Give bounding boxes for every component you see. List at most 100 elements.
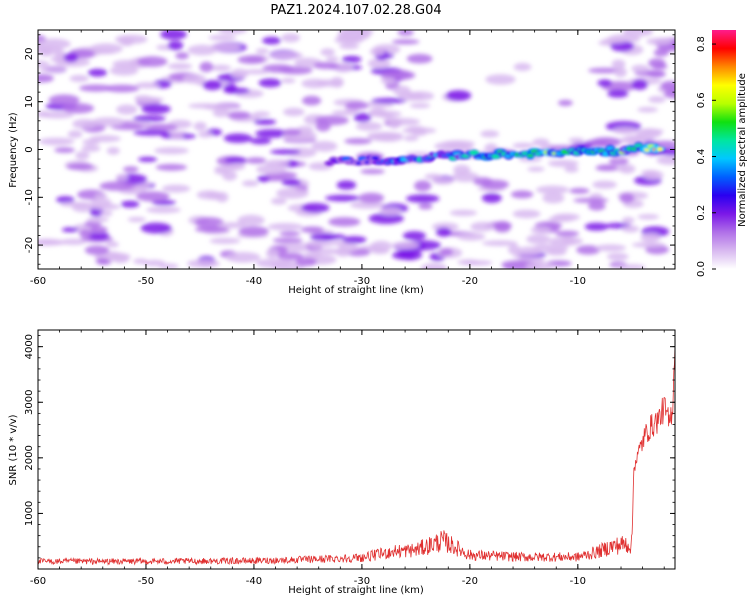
heatmap-noise-cell bbox=[405, 194, 440, 203]
heatmap-noise-cell bbox=[217, 222, 247, 229]
heatmap-noise-cell bbox=[223, 133, 253, 143]
heatmap-noise-cell bbox=[55, 58, 91, 67]
heatmap-noise-cell bbox=[406, 125, 427, 134]
heatmap-noise-cell bbox=[276, 187, 309, 199]
heatmap-noise-cell bbox=[526, 234, 551, 245]
heatmap-noise-cell bbox=[569, 187, 590, 194]
heatmap-noise-cell bbox=[592, 180, 617, 189]
heatmap-noise-cell bbox=[456, 232, 486, 241]
heatmap-noise-cell bbox=[576, 245, 601, 255]
colorbar-label: Normalized spectral amplitude bbox=[737, 73, 748, 227]
heatmap-noise-cell bbox=[104, 84, 140, 93]
heatmap-noise-cell bbox=[54, 147, 75, 153]
heatmap-noise-cell bbox=[397, 91, 425, 101]
heatmap-noise-cell bbox=[646, 37, 673, 46]
heatmap-noise-cell bbox=[568, 137, 585, 144]
heatmap-noise-cell bbox=[40, 111, 74, 119]
heatmap-noise-cell bbox=[194, 217, 224, 228]
snr-ytick-label: 4000 bbox=[24, 334, 35, 359]
spectrogram-ytick-label: -10 bbox=[24, 189, 35, 205]
heatmap-trace-cell bbox=[526, 154, 534, 158]
heatmap-noise-cell bbox=[39, 48, 53, 57]
heatmap-trace-cell bbox=[371, 156, 380, 160]
heatmap-noise-cell bbox=[445, 90, 472, 101]
heatmap-noise-cell bbox=[512, 142, 535, 149]
heatmap-trace-cell bbox=[355, 161, 362, 165]
heatmap-noise-cell bbox=[214, 167, 229, 175]
heatmap-noise-cell bbox=[420, 263, 448, 269]
heatmap-noise-cell bbox=[378, 207, 402, 216]
heatmap-noise-cell bbox=[621, 217, 635, 224]
heatmap-noise-cell bbox=[530, 226, 552, 234]
heatmap-noise-cell bbox=[607, 252, 629, 261]
heatmap-noise-cell bbox=[120, 37, 134, 47]
heatmap-noise-cell bbox=[397, 30, 414, 36]
heatmap-noise-cell bbox=[135, 82, 161, 89]
heatmap-noise-cell bbox=[79, 229, 92, 238]
heatmap-noise-cell bbox=[640, 232, 661, 243]
heatmap-noise-cell bbox=[38, 137, 75, 146]
heatmap-noise-cell bbox=[167, 40, 184, 51]
heatmap-noise-cell bbox=[161, 184, 191, 193]
spectrogram-xtick-label: -30 bbox=[354, 276, 370, 287]
heatmap-noise-cell bbox=[283, 107, 305, 117]
heatmap-noise-cell bbox=[203, 104, 238, 111]
heatmap-noise-cell bbox=[353, 112, 372, 123]
heatmap-noise-cell bbox=[226, 111, 251, 120]
heatmap-noise-cell bbox=[84, 221, 102, 228]
heatmap-noise-cell bbox=[558, 99, 573, 107]
heatmap-noise-cell bbox=[310, 233, 337, 242]
heatmap-noise-cell bbox=[91, 117, 126, 127]
heatmap-noise-cell bbox=[406, 53, 433, 64]
heatmap-noise-cell bbox=[48, 94, 80, 106]
heatmap-noise-cell bbox=[99, 181, 134, 191]
heatmap-noise-cell bbox=[61, 238, 87, 245]
colorbar-bar bbox=[712, 30, 736, 269]
heatmap-noise-cell bbox=[368, 107, 387, 117]
heatmap-noise-cell bbox=[597, 79, 612, 87]
heatmap-noise-cell bbox=[155, 163, 188, 171]
heatmap-noise-cell bbox=[283, 128, 301, 136]
heatmap-noise-cell bbox=[270, 149, 301, 155]
heatmap-noise-cell bbox=[255, 129, 289, 138]
heatmap-noise-cell bbox=[66, 163, 94, 171]
heatmap-noise-cell bbox=[614, 67, 627, 78]
heatmap-noise-cell bbox=[277, 252, 304, 261]
heatmap-noise-cell bbox=[418, 203, 433, 210]
spectrogram-xlabel: Height of straight line (km) bbox=[288, 285, 424, 296]
heatmap-noise-cell bbox=[435, 227, 452, 237]
heatmap-noise-cell bbox=[548, 216, 575, 222]
heatmap-noise-cell bbox=[639, 128, 664, 134]
heatmap-noise-cell bbox=[653, 48, 669, 57]
snr-xtick-label: -40 bbox=[246, 576, 262, 587]
heatmap-noise-cell bbox=[341, 55, 362, 63]
heatmap-noise-cell bbox=[391, 241, 420, 250]
heatmap-noise-cell bbox=[493, 221, 512, 232]
heatmap-signal-trace bbox=[323, 142, 665, 167]
heatmap-noise-cell bbox=[371, 97, 407, 104]
colorbar-tick-label: 0.8 bbox=[696, 36, 707, 52]
heatmap-noise-cell bbox=[137, 56, 168, 67]
heatmap-noise-cell bbox=[160, 30, 187, 40]
heatmap-noise-cell bbox=[255, 48, 269, 54]
heatmap-noise-cell bbox=[67, 130, 83, 139]
heatmap-noise-cell bbox=[256, 164, 287, 175]
heatmap-noise-cell bbox=[480, 130, 500, 138]
heatmap-noise-cell bbox=[279, 231, 301, 237]
colorbar-tick-label: 0.0 bbox=[696, 261, 707, 277]
heatmap-trace-cell bbox=[341, 156, 351, 161]
heatmap-noise-cell bbox=[138, 156, 158, 162]
heatmap-noise-cell bbox=[89, 207, 104, 217]
heatmap-noise-cell bbox=[270, 197, 287, 205]
heatmap-noise-cell bbox=[208, 34, 237, 41]
heatmap-noise-cell bbox=[295, 257, 317, 267]
snr-xtick-label: -20 bbox=[462, 576, 478, 587]
heatmap-noise-cell bbox=[225, 251, 261, 263]
heatmap-noise-cell bbox=[542, 192, 565, 204]
heatmap-noise-cell bbox=[146, 206, 181, 214]
heatmap-noise-cell bbox=[186, 259, 220, 268]
heatmap-noise-cell bbox=[38, 238, 61, 246]
heatmap-noise-cell bbox=[210, 64, 232, 72]
heatmap-noise-cell bbox=[344, 101, 369, 110]
snr-ytick-label: 2000 bbox=[24, 445, 35, 470]
